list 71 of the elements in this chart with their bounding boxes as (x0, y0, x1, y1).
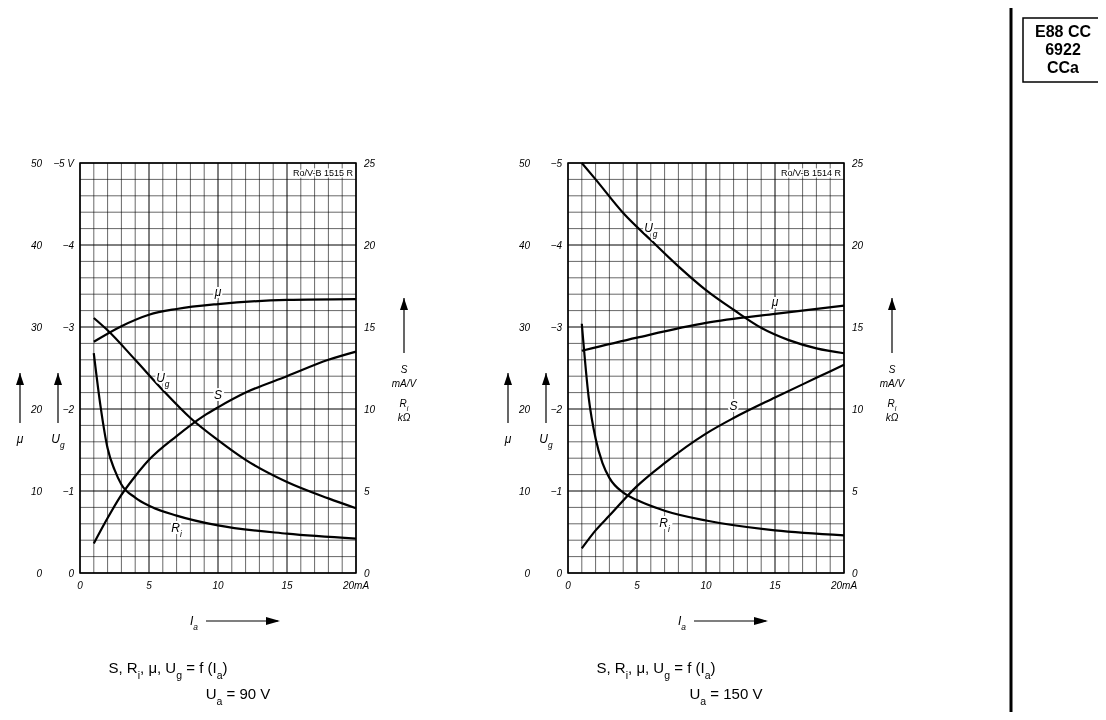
y2-tick-label: −2 (550, 404, 563, 415)
series-label: μ (213, 285, 222, 300)
series-label: S (729, 399, 738, 414)
y3-tick-label: 25 (363, 158, 376, 169)
y3-tick-label: 10 (852, 404, 864, 415)
y3-tick-label: 25 (851, 158, 864, 169)
y2-tick-label: −3 (550, 322, 563, 333)
y-tick-label: 0 (36, 568, 43, 579)
y2-axis-title: U$_{g}$ (51, 432, 65, 450)
text: S, R$_{i}$, μ, U$_{g}$ = f (I$_{a}$) (596, 659, 716, 681)
text: S, R$_{i}$, μ, U$_{g}$ = f (I$_{a}$) (108, 659, 228, 681)
y2-tick-label: −4 (550, 240, 563, 251)
y-tick-label: 20 (517, 404, 531, 415)
x-axis-title: I$_{a}$ (189, 614, 199, 632)
series-label: R$_{i}$ (171, 520, 183, 539)
y3-tick-label: 15 (364, 322, 376, 333)
x-tick-label: 10 (212, 580, 224, 591)
y3-tick-label: 0 (364, 568, 370, 579)
y-tick-label: 10 (30, 486, 43, 497)
y3-tick-label: 10 (364, 404, 376, 415)
y3-tick-label: 5 (364, 486, 370, 497)
x-tick-label: 5 (146, 580, 153, 591)
y2-tick-label: −5 V (53, 158, 76, 169)
y2-tick-label: −1 (550, 486, 562, 497)
x-tick-label: 0 (565, 580, 572, 591)
x-tick-label: 10 (700, 580, 712, 591)
series-label: U$_{g}$ (644, 221, 658, 240)
y3-tick-label: 20 (363, 240, 376, 251)
text: 6922 (1045, 41, 1081, 58)
series-label: U$_{g}$ (156, 371, 170, 390)
x-tick-label: 15 (281, 580, 293, 591)
y-tick-label: 10 (518, 486, 531, 497)
y-tick-label: 30 (518, 322, 531, 333)
y3-tick-label: 5 (852, 486, 858, 497)
y-tick-label: 30 (30, 322, 43, 333)
text: E88 CC (1034, 23, 1092, 40)
y-axis-title: μ (503, 432, 512, 446)
y-tick-label: 20 (29, 404, 43, 415)
x-tick-label: 20mA (341, 580, 370, 591)
y-tick-label: 0 (524, 568, 531, 579)
y2-tick-label: −2 (62, 404, 75, 415)
y2-tick-label: −4 (62, 240, 75, 251)
y2-tick-label: −1 (62, 486, 74, 497)
y3-tick-label: 15 (852, 322, 864, 333)
series-label: μ (770, 294, 779, 309)
x-tick-label: 20mA (829, 580, 858, 591)
y2-tick-label: 0 (68, 568, 75, 579)
y2-axis-title: U$_{g}$ (539, 432, 553, 450)
y-tick-label: 40 (518, 240, 531, 251)
y2-tick-label: 0 (556, 568, 563, 579)
y3-tick-label: 0 (852, 568, 858, 579)
annotation: Ro/V-B 1515 R (292, 168, 354, 178)
y2-tick-label: −5 (550, 158, 563, 169)
text: CCa (1046, 59, 1080, 76)
x-tick-label: 5 (634, 580, 641, 591)
x-axis-title: I$_{a}$ (677, 614, 687, 632)
text: U$_{a}$ = 150 V (689, 685, 763, 707)
y2-tick-label: −3 (62, 322, 75, 333)
y-tick-label: 40 (30, 240, 43, 251)
text: U$_{a}$ = 90 V (205, 685, 271, 707)
annotation: Ro/V-B 1514 R (780, 168, 842, 178)
y-tick-label: 50 (518, 158, 531, 169)
y3-axis-title: S mA/V R$_{i}$ kΩ (879, 364, 906, 423)
x-tick-label: 0 (77, 580, 84, 591)
series-label: R$_{i}$ (659, 515, 671, 534)
y3-axis-title: S mA/V R$_{i}$ kΩ (391, 364, 418, 423)
x-tick-label: 15 (769, 580, 781, 591)
series-label: S (213, 388, 223, 403)
y-tick-label: 50 (30, 158, 43, 169)
y-axis-title: μ (15, 432, 24, 446)
y3-tick-label: 20 (851, 240, 864, 251)
